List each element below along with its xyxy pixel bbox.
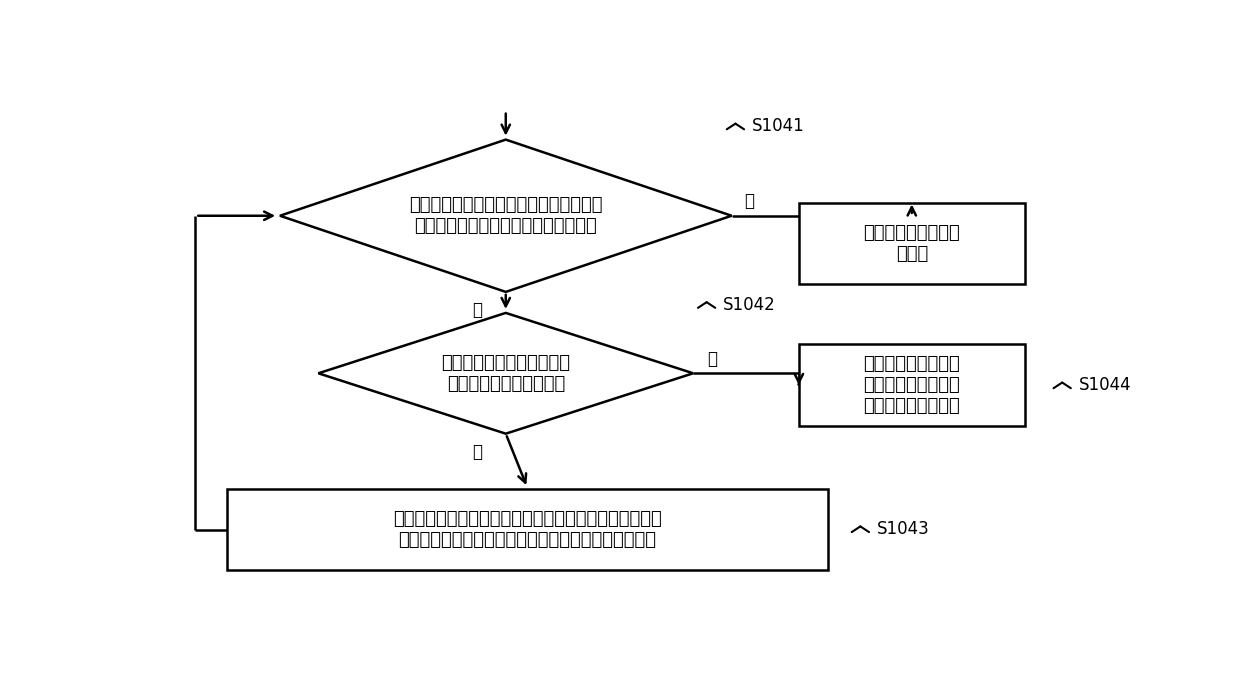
Text: S1043: S1043 [877,520,930,538]
Text: 将该偏移量作为目标
偏移量: 将该偏移量作为目标 偏移量 [863,224,960,263]
Text: 是: 是 [472,443,482,461]
Text: S1042: S1042 [723,296,776,314]
Text: S1041: S1041 [751,117,805,136]
Text: 否: 否 [472,301,482,319]
Text: 确定是否存在使当前对比剂量信息与参考
剂量信息的差值在第一阈值内的偏移量: 确定是否存在使当前对比剂量信息与参考 剂量信息的差值在第一阈值内的偏移量 [409,196,603,235]
Text: 根据所有已有的对比
剂量信息和参考剂量
信息确定推荐偏移量: 根据所有已有的对比 剂量信息和参考剂量 信息确定推荐偏移量 [863,355,960,415]
Text: 调整当前的初始偏移量以更新初始偏移量，以及基于更新
后的初始偏移量确定治疗影像数据的当前对比剂量信息: 调整当前的初始偏移量以更新初始偏移量，以及基于更新 后的初始偏移量确定治疗影像数… [393,510,662,549]
Bar [227,489,828,570]
Bar [799,344,1024,426]
Text: 确定初始偏移量的调整次数
是否已达到预设调整次数: 确定初始偏移量的调整次数 是否已达到预设调整次数 [441,354,570,393]
Bar [799,203,1024,284]
Text: 是: 是 [744,192,754,210]
Text: S1044: S1044 [1079,376,1131,394]
Text: 否: 否 [707,350,718,368]
